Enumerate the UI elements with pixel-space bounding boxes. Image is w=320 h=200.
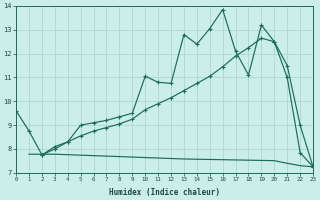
X-axis label: Humidex (Indice chaleur): Humidex (Indice chaleur) [109,188,220,197]
